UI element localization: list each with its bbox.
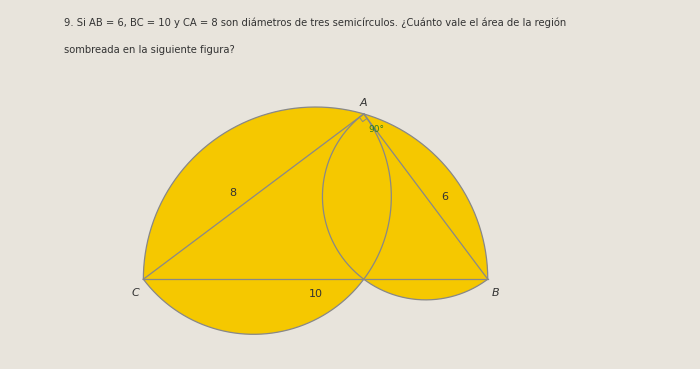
Polygon shape	[144, 114, 488, 279]
Text: B: B	[492, 288, 500, 298]
Text: 10: 10	[309, 289, 323, 299]
Text: C: C	[132, 288, 139, 298]
Polygon shape	[323, 114, 488, 300]
Text: sombreada en la siguiente figura?: sombreada en la siguiente figura?	[64, 45, 235, 55]
Text: 6: 6	[441, 192, 448, 201]
Text: 90°: 90°	[368, 125, 384, 134]
Text: 8: 8	[229, 188, 237, 198]
Polygon shape	[144, 114, 391, 334]
Text: A: A	[360, 98, 368, 108]
Polygon shape	[144, 107, 488, 279]
Text: 9. Si AB = 6, BC = 10 y CA = 8 son diámetros de tres semicírculos. ¿Cuánto vale : 9. Si AB = 6, BC = 10 y CA = 8 son diáme…	[64, 17, 566, 28]
